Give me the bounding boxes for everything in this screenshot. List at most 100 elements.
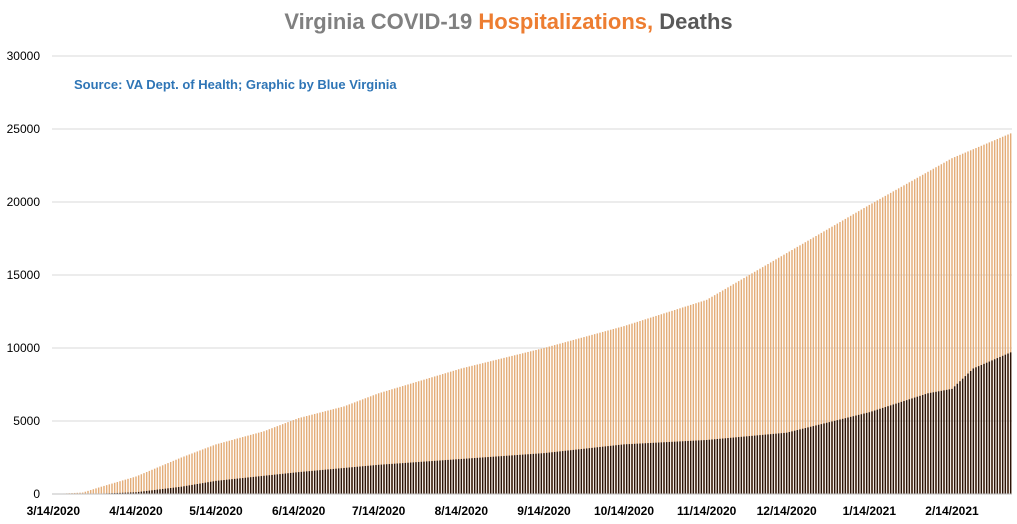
deaths-bar xyxy=(748,436,751,494)
hospitalizations-bar xyxy=(657,315,660,494)
deaths-bar xyxy=(372,465,375,494)
hospitalizations-bar xyxy=(967,151,969,494)
deaths-bar xyxy=(516,455,519,494)
hospitalizations-bar xyxy=(484,362,487,494)
deaths-bar xyxy=(185,485,188,494)
deaths-bar xyxy=(127,492,129,494)
deaths-bar xyxy=(681,441,684,494)
hospitalizations-bar xyxy=(337,407,340,494)
deaths-bar xyxy=(404,462,407,494)
hospitalizations-bar xyxy=(383,391,385,494)
hospitalizations-bar xyxy=(172,460,175,494)
hospitalizations-bar xyxy=(207,447,209,494)
hospitalizations-bar xyxy=(540,348,543,494)
deaths-bar xyxy=(932,392,935,494)
hospitalizations-bar xyxy=(225,441,228,494)
hospitalizations-bar xyxy=(521,353,524,494)
hospitalizations-bar xyxy=(945,161,948,495)
hospitalizations-bar xyxy=(913,179,916,494)
hospitalizations-bar xyxy=(441,374,444,494)
deaths-bar xyxy=(249,477,252,494)
hospitalizations-bar xyxy=(713,295,716,494)
hospitalizations-bar xyxy=(135,476,137,494)
hospitalizations-bar xyxy=(953,157,956,494)
hospitalizations-bar xyxy=(567,341,569,494)
deaths-bar xyxy=(233,478,236,494)
hospitalizations-bar xyxy=(735,282,737,494)
hospitalizations-bar xyxy=(703,300,705,494)
deaths-bar xyxy=(356,466,359,494)
deaths-bar xyxy=(780,433,783,494)
hospitalizations-bar xyxy=(439,374,441,494)
deaths-bar xyxy=(228,479,231,494)
deaths-bar xyxy=(793,430,796,494)
hospitalizations-bar xyxy=(828,228,831,494)
deaths-bar xyxy=(151,490,153,494)
deaths-bar xyxy=(985,362,988,494)
hospitalizations-bar xyxy=(81,492,84,494)
deaths-bar xyxy=(799,429,801,494)
deaths-bar xyxy=(833,420,836,494)
hospitalizations-bar xyxy=(964,152,967,495)
deaths-bar xyxy=(495,456,497,494)
hospitalizations-bar xyxy=(289,421,292,494)
deaths-bar xyxy=(700,440,703,494)
hospitalizations-bar xyxy=(561,342,564,494)
deaths-bar xyxy=(316,470,319,494)
hospitalizations-bar xyxy=(199,450,201,494)
deaths-bar xyxy=(351,467,353,494)
hospitalizations-bar xyxy=(161,465,164,494)
hospitalizations-bar xyxy=(79,492,81,494)
hospitalizations-bar xyxy=(89,490,92,494)
hospitalizations-bar xyxy=(265,430,268,494)
x-tick-label: 11/14/2020 xyxy=(677,504,737,518)
deaths-bar xyxy=(711,439,713,494)
hospitalizations-bar xyxy=(617,327,620,494)
y-tick-label: 10000 xyxy=(7,341,41,355)
deaths-bar xyxy=(375,465,377,494)
hospitalizations-bar xyxy=(647,318,649,494)
deaths-bar xyxy=(207,482,209,494)
hospitalizations-bar xyxy=(916,177,919,495)
hospitalizations-bar xyxy=(417,381,420,494)
deaths-bar xyxy=(612,445,615,494)
deaths-bar xyxy=(391,463,393,494)
hospitalizations-bar xyxy=(721,290,724,494)
deaths-bar xyxy=(524,454,527,494)
deaths-bar xyxy=(967,373,969,494)
hospitalizations-bar xyxy=(748,274,751,494)
deaths-bar xyxy=(215,480,217,494)
hospitalizations-bar xyxy=(711,296,713,494)
hospitalizations-bar xyxy=(351,403,353,494)
deaths-bar xyxy=(436,460,439,494)
deaths-bar xyxy=(361,466,364,494)
deaths-bar xyxy=(308,471,311,494)
hospitalizations-bar xyxy=(975,148,977,494)
deaths-bar xyxy=(889,405,892,494)
hospitalizations-bar xyxy=(327,410,329,494)
deaths-bar xyxy=(271,474,273,494)
deaths-bar xyxy=(543,453,545,494)
deaths-bar xyxy=(447,459,449,494)
deaths-bar xyxy=(401,463,404,494)
deaths-bar xyxy=(980,364,983,494)
hospitalizations-bar xyxy=(465,367,468,494)
hospitalizations-bar xyxy=(777,257,780,494)
hospitalizations-bar xyxy=(231,439,233,494)
hospitalizations-bar xyxy=(399,386,401,494)
deaths-bar xyxy=(929,392,932,494)
hospitalizations-bar xyxy=(609,329,612,494)
deaths-bar xyxy=(167,488,169,494)
deaths-bar xyxy=(145,490,148,494)
hospitalizations-bar xyxy=(943,162,945,494)
deaths-bar xyxy=(623,444,625,494)
hospitalizations-bar xyxy=(412,382,415,494)
deaths-bar xyxy=(428,461,431,494)
deaths-bar xyxy=(956,383,959,494)
hospitalizations-bar xyxy=(343,406,345,494)
deaths-bar xyxy=(617,444,620,494)
hospitalizations-bar xyxy=(716,293,719,494)
chart-title: Virginia COVID-19 Hospitalizations, Deat… xyxy=(0,9,1017,35)
hospitalizations-bar xyxy=(745,276,748,494)
deaths-bar xyxy=(473,458,476,494)
